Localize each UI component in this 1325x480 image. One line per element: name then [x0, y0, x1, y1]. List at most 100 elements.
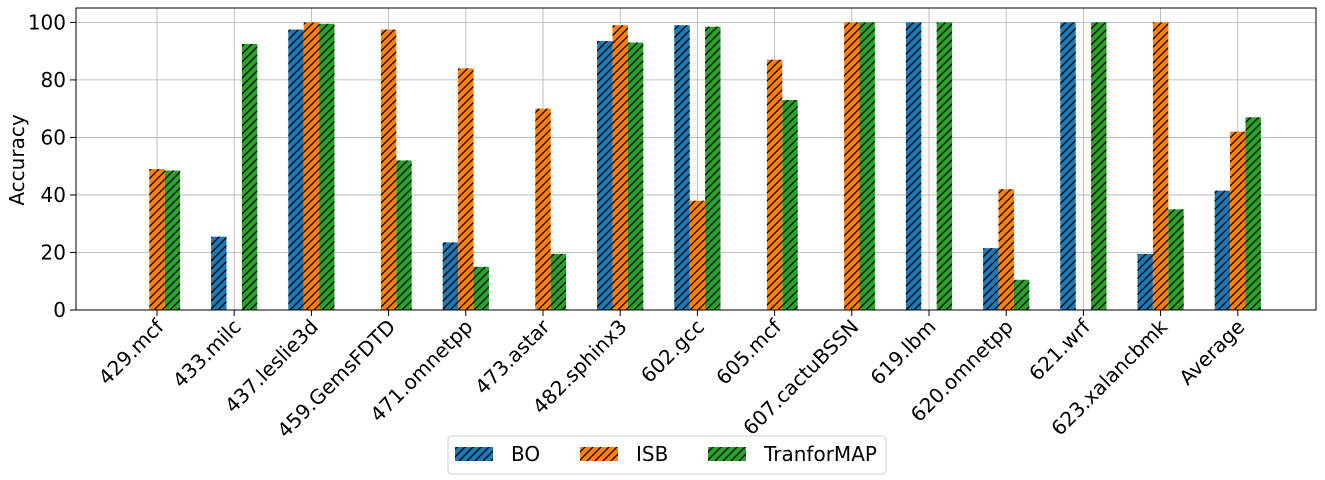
- x-tick-label: 605.mcf: [711, 314, 787, 390]
- bar: [597, 41, 613, 310]
- bar-hatch: [766, 59, 783, 311]
- y-tick-label: 0: [53, 298, 66, 322]
- legend-item: BO: [455, 442, 540, 466]
- bar-hatch: [597, 41, 613, 310]
- bar-hatch: [689, 200, 706, 310]
- y-axis-label: Accuracy: [5, 114, 29, 205]
- bar: [859, 22, 875, 311]
- bar: [550, 253, 567, 310]
- legend: BO ISB TranforMAP: [447, 435, 887, 475]
- bar-hatch: [1060, 22, 1076, 311]
- x-axis: 429.mcf 433.milc437.leslie3d459.GemsFDTD4…: [94, 310, 1249, 442]
- y-tick-label: 20: [41, 240, 66, 264]
- bar-hatch: [380, 29, 397, 310]
- bar-hatch: [1013, 279, 1030, 310]
- bar-hatch: [612, 25, 628, 311]
- bar-hatch: [550, 253, 567, 310]
- y-axis: 0 20 40 60 80 100: [28, 10, 76, 322]
- bar-hatch: [782, 100, 798, 311]
- bar-hatch: [241, 43, 258, 310]
- bar-hatch: [1230, 131, 1246, 310]
- bar-hatch: [705, 26, 721, 310]
- legend-swatch-hatch: [455, 447, 493, 461]
- x-tick-label: 619.lbm: [865, 315, 940, 390]
- bar-hatch: [396, 160, 412, 310]
- bar-hatch: [1214, 190, 1231, 310]
- bar-hatch: [1137, 253, 1153, 310]
- bar: [674, 25, 690, 311]
- bar-hatch: [905, 22, 922, 311]
- bar-hatch: [303, 22, 320, 311]
- plot-frame: [75, 7, 1317, 311]
- bar-hatch: [164, 170, 181, 310]
- bar: [319, 23, 335, 310]
- bar: [612, 25, 628, 311]
- bar: [1137, 253, 1153, 310]
- y-tick-label: 100: [28, 10, 66, 34]
- bar-hatch: [844, 22, 860, 311]
- bar: [535, 108, 551, 311]
- bar: [1168, 209, 1184, 310]
- bar-hatch: [288, 29, 304, 310]
- bar: [1230, 131, 1246, 310]
- bar: [458, 68, 474, 311]
- legend-swatch-hatch: [708, 447, 746, 461]
- legend-item: TranforMAP: [708, 442, 877, 466]
- bar: [1013, 279, 1030, 310]
- bar: [1152, 22, 1169, 311]
- bar-hatch: [998, 189, 1014, 310]
- legend-label: TranforMAP: [763, 442, 877, 466]
- bar: [766, 59, 783, 311]
- legend-label: ISB: [636, 442, 668, 466]
- bar: [149, 169, 165, 310]
- bar-hatch: [442, 242, 459, 310]
- bar: [1214, 190, 1231, 310]
- x-tick-label: 621.wrf: [1024, 314, 1095, 385]
- x-tick-label: Average: [1174, 315, 1249, 390]
- bar-hatch: [1245, 117, 1261, 311]
- bar-hatch: [627, 42, 644, 311]
- bar-hatch: [535, 108, 551, 311]
- y-tick-label: 60: [41, 125, 66, 149]
- bar: [164, 170, 181, 310]
- legend-frame: [447, 435, 887, 475]
- bar: [782, 100, 798, 311]
- bar: [905, 22, 922, 311]
- bar-hatch: [1091, 22, 1107, 311]
- legend-item: ISB: [580, 442, 668, 466]
- bar-hatch: [936, 22, 953, 311]
- bar-hatch: [983, 248, 999, 310]
- bar: [380, 29, 397, 310]
- bars: [149, 22, 1261, 311]
- bar: [844, 22, 860, 311]
- bar: [473, 266, 489, 310]
- bar: [241, 43, 258, 310]
- bar-hatch: [319, 23, 335, 310]
- bar: [983, 248, 999, 310]
- bar: [211, 236, 227, 310]
- bar: [689, 200, 706, 310]
- bar-hatch: [1168, 209, 1184, 310]
- x-tick-label: 602.gcc: [636, 315, 709, 388]
- bar-hatch: [149, 169, 165, 310]
- bar-hatch: [211, 236, 227, 310]
- y-tick-label: 80: [41, 68, 66, 92]
- bar-hatch: [674, 25, 690, 311]
- bar-hatch: [859, 22, 875, 311]
- bar-hatch: [473, 266, 489, 310]
- bar: [1091, 22, 1107, 311]
- bar: [1060, 22, 1076, 311]
- bar: [1245, 117, 1261, 311]
- x-tick-label: 433.milc: [168, 315, 246, 393]
- y-tick-label: 40: [41, 183, 66, 207]
- x-tick-label: 429.mcf: [94, 314, 170, 390]
- bar-hatch: [458, 68, 474, 311]
- bar: [627, 42, 644, 311]
- bar: [998, 189, 1014, 310]
- legend-swatch-hatch: [580, 447, 618, 461]
- bar: [303, 22, 320, 311]
- bar: [288, 29, 304, 310]
- bar: [396, 160, 412, 310]
- bar: [936, 22, 953, 311]
